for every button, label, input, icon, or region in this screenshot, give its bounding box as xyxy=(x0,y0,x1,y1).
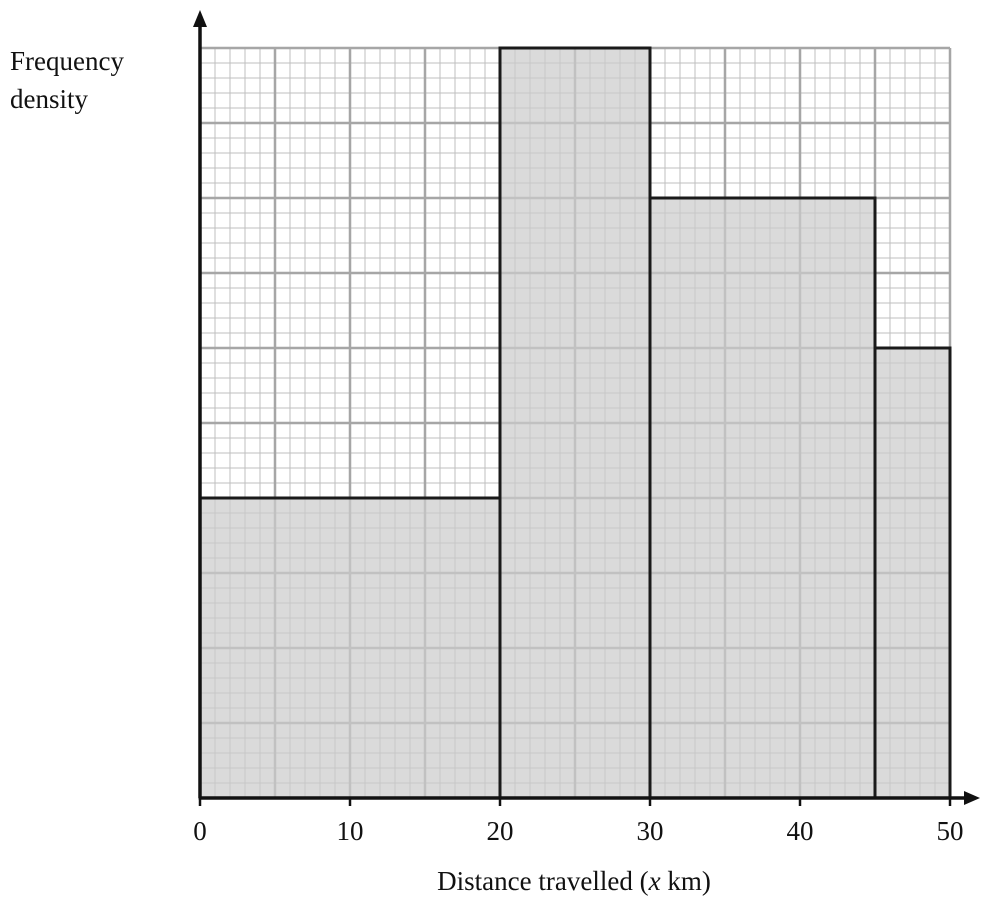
x-tick-labels: 0 10 20 30 40 50 xyxy=(193,816,963,846)
histogram-bar-2 xyxy=(498,46,652,800)
y-axis-label-line-2: density xyxy=(10,84,88,114)
x-tick-label: 20 xyxy=(487,816,514,846)
x-axis-arrowhead xyxy=(964,791,980,805)
histogram-bar-4 xyxy=(873,346,952,800)
x-axis-label: Distance travelled (x km) xyxy=(437,866,711,896)
y-axis-label: Frequency density xyxy=(10,42,170,118)
x-tick-label: 50 xyxy=(937,816,964,846)
x-tick-label: 0 xyxy=(193,816,207,846)
x-tick-label: 30 xyxy=(637,816,664,846)
x-tick-label: 10 xyxy=(337,816,364,846)
y-axis-label-line-1: Frequency xyxy=(10,46,124,76)
axes xyxy=(193,10,980,806)
y-axis-arrowhead xyxy=(193,10,207,27)
x-tick-label: 40 xyxy=(787,816,814,846)
histogram-bar-3 xyxy=(648,196,877,800)
histogram-bar-1 xyxy=(198,496,502,800)
